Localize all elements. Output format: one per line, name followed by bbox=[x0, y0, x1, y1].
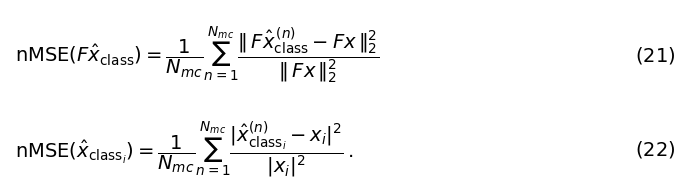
Text: $\mathrm{nMSE}(\hat{x}_{\mathrm{class}_i}) = \dfrac{1}{N_{mc}} \sum_{n=1}^{N_{mc: $\mathrm{nMSE}(\hat{x}_{\mathrm{class}_i… bbox=[14, 120, 353, 180]
Text: $\mathrm{nMSE}(\mathbf{\it{F}}\hat{\mathbf{\it{x}}}_\mathrm{class}) = \dfrac{1}{: $\mathrm{nMSE}(\mathbf{\it{F}}\hat{\math… bbox=[14, 25, 379, 86]
Text: $(21)$: $(21)$ bbox=[635, 45, 675, 66]
Text: $(22)$: $(22)$ bbox=[635, 139, 675, 160]
